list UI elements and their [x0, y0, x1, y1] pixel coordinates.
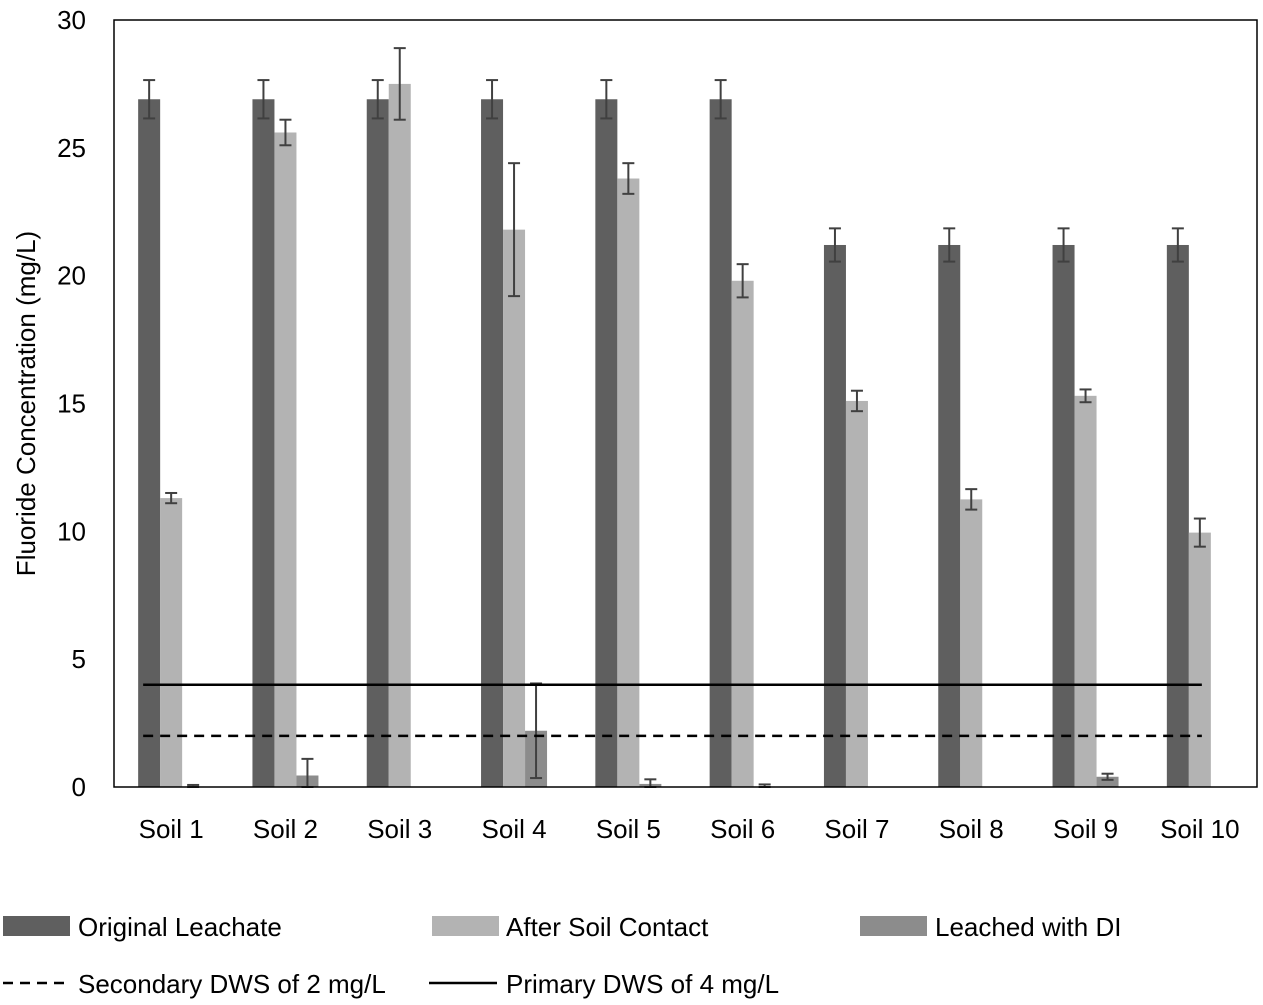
bar	[731, 280, 754, 787]
bar	[1188, 532, 1211, 787]
error-bar	[279, 118, 292, 147]
error-bar	[965, 488, 978, 511]
error-bar	[486, 79, 499, 120]
legend-label: Original Leachate	[78, 912, 282, 942]
legend-label: After Soil Contact	[506, 912, 709, 942]
bar	[503, 229, 526, 787]
legend-label: Primary DWS of 4 mg/L	[506, 969, 779, 999]
legend-label: Leached with DI	[935, 912, 1121, 942]
error-bar	[622, 162, 635, 195]
bar	[274, 132, 297, 787]
error-bar	[736, 263, 749, 299]
bar	[709, 99, 732, 788]
y-tick-label: 25	[57, 133, 86, 163]
bar	[823, 244, 846, 787]
y-tick-label: 30	[57, 5, 86, 35]
error-bar	[850, 389, 863, 413]
legend-label: Secondary DWS of 2 mg/L	[78, 969, 386, 999]
y-tick-label: 20	[57, 261, 86, 291]
x-tick-label: Soil 8	[939, 814, 1004, 844]
x-tick-label: Soil 1	[139, 814, 204, 844]
x-tick-label: Soil 6	[710, 814, 775, 844]
legend-item: Leached with DI	[860, 912, 1121, 942]
bars-layer	[138, 83, 1211, 788]
y-axis-ticks: 0 5 10 15 20 25 30	[57, 5, 86, 802]
legend-item: Original Leachate	[3, 912, 282, 942]
legend: Original Leachate After Soil Contact Leach…	[3, 912, 1121, 999]
bar	[366, 99, 389, 788]
x-tick-label: Soil 10	[1160, 814, 1240, 844]
x-axis-ticks: Soil 1 Soil 2 Soil 3 Soil 4 Soil 5 Soil 6 Soil…	[139, 814, 1240, 844]
error-bar	[143, 79, 156, 120]
bar	[160, 498, 183, 787]
bar	[481, 99, 504, 788]
error-bar	[1171, 227, 1184, 263]
error-bar	[943, 227, 956, 263]
error-bar	[371, 79, 384, 120]
x-tick-label: Soil 9	[1053, 814, 1118, 844]
legend-item: Secondary DWS of 2 mg/L	[3, 969, 386, 999]
x-tick-label: Soil 3	[367, 814, 432, 844]
reference-lines-layer	[143, 683, 1202, 738]
x-tick-label: Soil 5	[596, 814, 661, 844]
error-bar	[165, 491, 178, 505]
legend-swatch	[432, 916, 499, 936]
bar	[388, 83, 411, 787]
y-axis-title: Fluoride Concentration (mg/L)	[11, 231, 41, 576]
bar	[595, 99, 618, 788]
bar	[617, 178, 640, 788]
x-tick-label: Soil 2	[253, 814, 318, 844]
bar	[138, 99, 161, 788]
error-bar	[257, 79, 270, 120]
y-tick-label: 5	[72, 644, 86, 674]
legend-swatch	[860, 916, 927, 936]
x-tick-label: Soil 7	[824, 814, 889, 844]
error-bar	[508, 162, 521, 298]
error-bars-layer	[143, 47, 1206, 788]
error-bar	[828, 227, 841, 263]
y-tick-label: 0	[72, 772, 86, 802]
legend-item: After Soil Contact	[432, 912, 709, 942]
error-bar	[600, 79, 613, 120]
bar	[938, 244, 961, 787]
error-bar	[1101, 772, 1114, 781]
legend-swatch	[3, 916, 70, 936]
bar	[960, 499, 983, 787]
bar	[1052, 244, 1075, 787]
error-bar	[530, 682, 543, 780]
bar	[1166, 244, 1189, 787]
y-tick-label: 10	[57, 516, 86, 546]
error-bar	[1193, 517, 1206, 548]
bar	[1096, 776, 1119, 787]
bar	[1074, 395, 1097, 787]
plot-area-frame	[113, 19, 1258, 788]
error-bar	[393, 47, 406, 121]
error-bar	[1057, 227, 1070, 263]
error-bar	[1079, 388, 1092, 404]
x-tick-label: Soil 4	[482, 814, 547, 844]
bar	[845, 400, 868, 787]
bar	[252, 99, 275, 788]
error-bar	[714, 79, 727, 120]
y-tick-label: 15	[57, 389, 86, 419]
legend-item: Primary DWS of 4 mg/L	[429, 969, 779, 999]
